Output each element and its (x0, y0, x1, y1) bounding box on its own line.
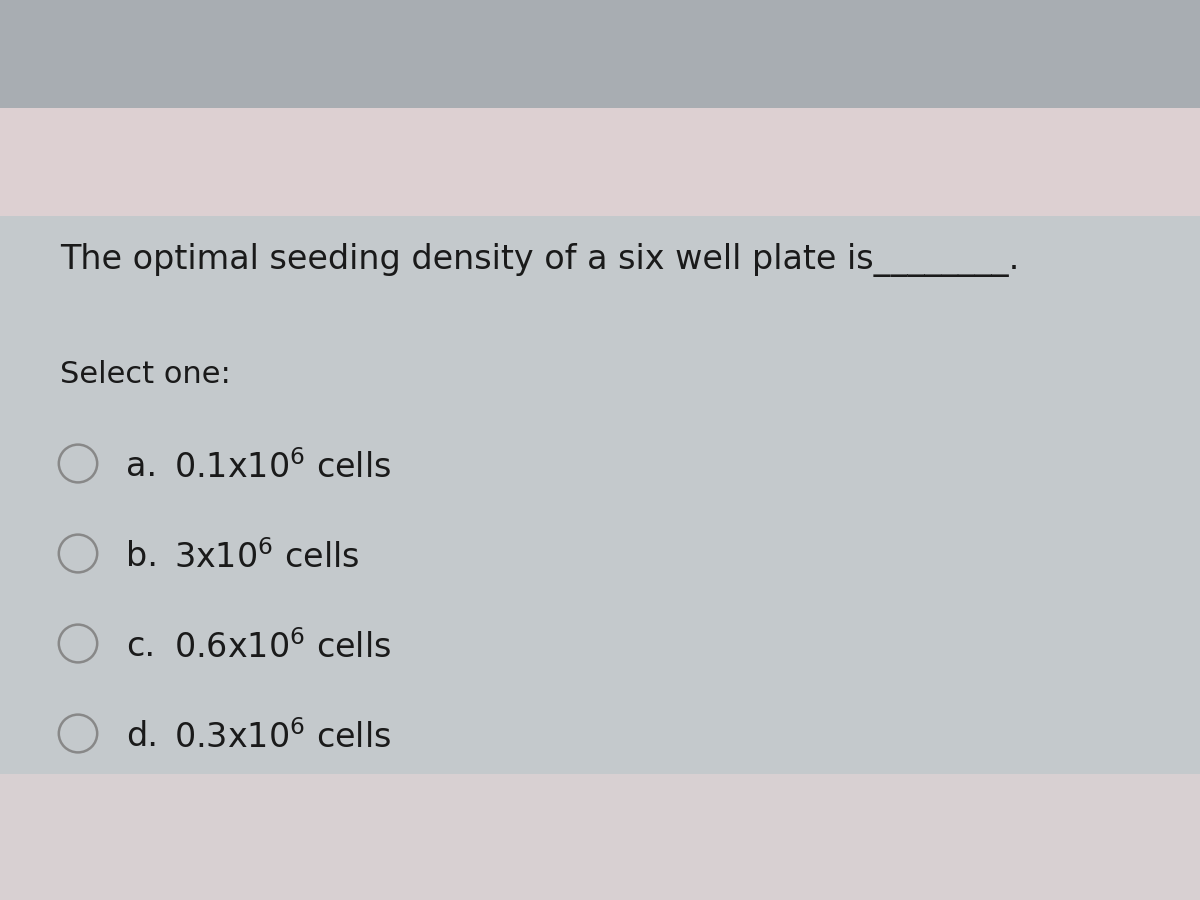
Text: 3x10$^{6}$ cells: 3x10$^{6}$ cells (174, 540, 359, 575)
Text: 0.1x10$^{6}$ cells: 0.1x10$^{6}$ cells (174, 450, 391, 485)
Text: b.: b. (126, 540, 158, 573)
Text: 0.3x10$^{6}$ cells: 0.3x10$^{6}$ cells (174, 720, 391, 755)
Text: d.: d. (126, 720, 158, 753)
Text: a.: a. (126, 450, 157, 483)
Text: c.: c. (126, 630, 155, 663)
Bar (0, 108, 1200, 216)
Text: Select one:: Select one: (60, 360, 230, 389)
Text: The optimal seeding density of a six well plate is________.: The optimal seeding density of a six wel… (60, 243, 1019, 277)
Bar (0, 774, 1200, 900)
Text: 0.6x10$^{6}$ cells: 0.6x10$^{6}$ cells (174, 630, 391, 665)
Bar (0, 0, 1200, 108)
